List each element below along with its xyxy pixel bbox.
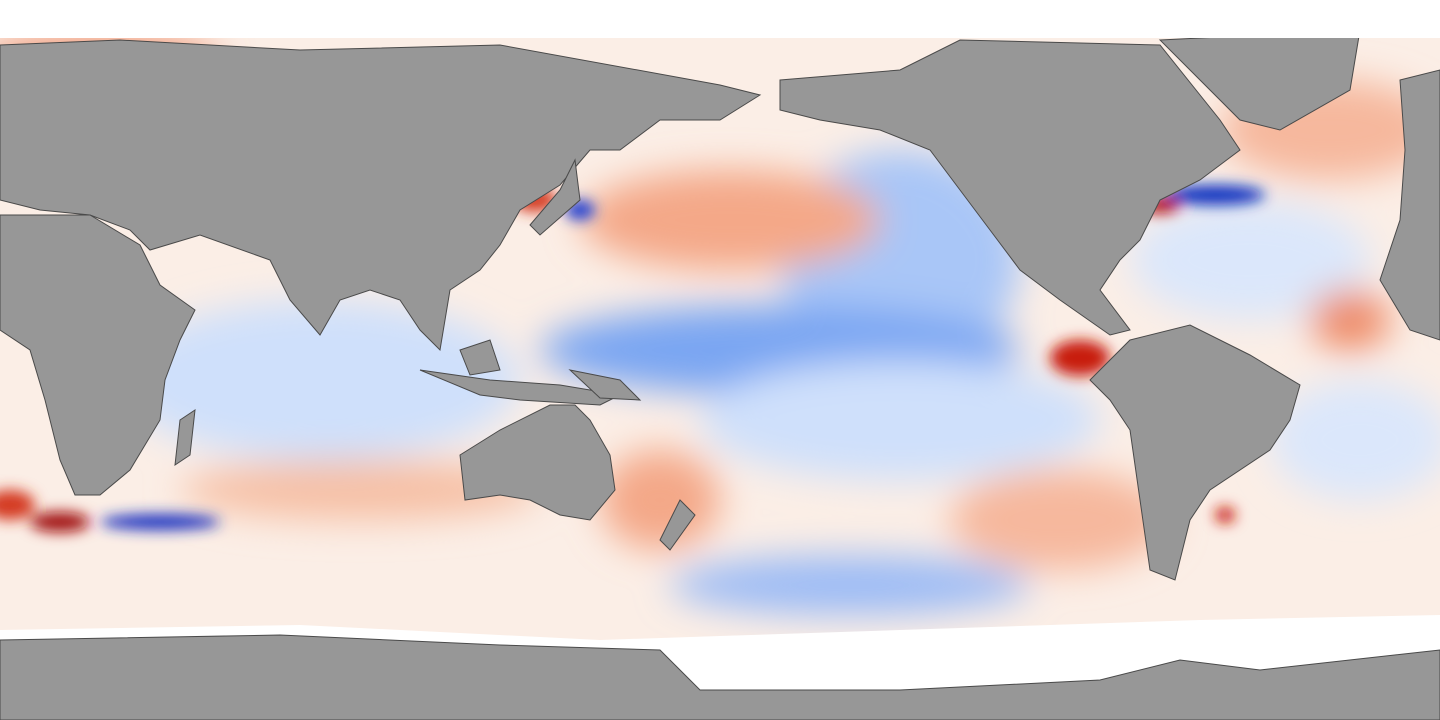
warm-anomaly-south-pacific bbox=[950, 470, 1170, 570]
warm-spot-agulhas-west bbox=[0, 490, 35, 520]
cool-anomaly-southern-pacific-band bbox=[670, 555, 1030, 615]
landmass-indonesia bbox=[419, 369, 622, 406]
land bbox=[0, 29, 1440, 581]
landmass-australia bbox=[459, 404, 616, 521]
landmass-new-guinea bbox=[568, 369, 642, 401]
cool-spot-gulf-stream bbox=[1165, 185, 1265, 205]
landmass-africa bbox=[0, 214, 196, 496]
cool-anomaly-south-pacific bbox=[700, 360, 1100, 480]
warm-anomaly-north-pacific bbox=[580, 170, 880, 270]
warm-anomaly-tasman bbox=[600, 450, 720, 550]
cool-anomaly-indian-ocean bbox=[120, 300, 520, 460]
warm-spot-peru bbox=[1050, 340, 1110, 376]
landmass-borneo bbox=[459, 339, 501, 376]
landmass-north-america bbox=[779, 39, 1241, 336]
cool-spot-agulhas bbox=[100, 514, 220, 530]
landmass-africa-east-edge bbox=[1379, 69, 1440, 341]
landmass-new-zealand bbox=[659, 499, 696, 551]
warm-spot-falklands bbox=[1215, 507, 1235, 523]
landmass-eurasia bbox=[0, 39, 762, 352]
landmass-japan bbox=[529, 158, 581, 236]
warm-anomaly-atlantic bbox=[1310, 290, 1390, 350]
cool-anomaly-south-atlantic bbox=[1270, 380, 1440, 500]
landmass-madagascar bbox=[174, 408, 196, 467]
landmass-antarctica bbox=[0, 634, 1440, 720]
warm-spot-agulhas bbox=[30, 512, 90, 532]
landmass-south-america bbox=[1089, 324, 1301, 581]
arctic-ice bbox=[0, 0, 1440, 38]
anomaly-field-broad bbox=[0, 38, 1440, 615]
warm-anomaly-southern-indian bbox=[180, 460, 540, 520]
cool-anomaly-north-atlantic bbox=[1130, 200, 1370, 320]
